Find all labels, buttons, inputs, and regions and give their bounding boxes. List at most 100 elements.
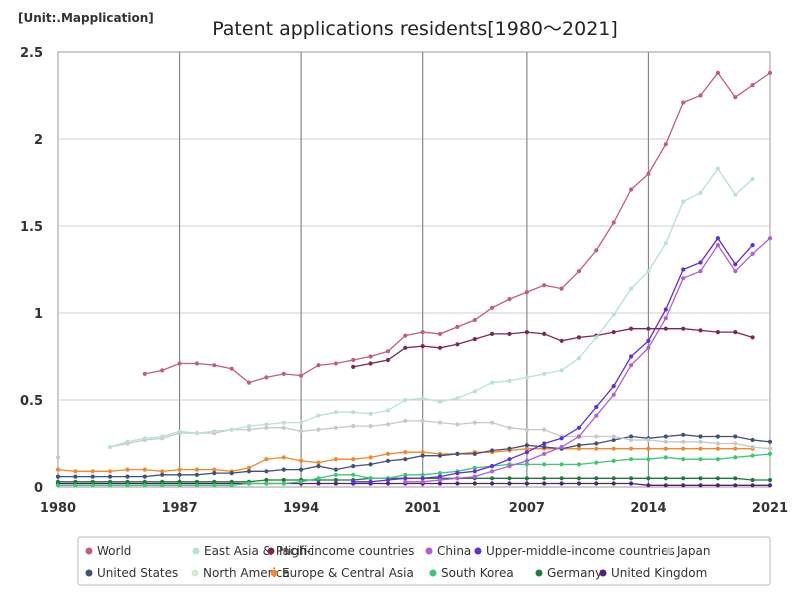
data-point — [333, 361, 338, 366]
data-point — [125, 439, 130, 444]
legend-item-china[interactable]: China — [425, 544, 472, 558]
legend-marker — [85, 569, 93, 577]
data-point — [490, 481, 495, 486]
data-point — [698, 446, 703, 451]
data-point — [750, 437, 755, 443]
data-point — [767, 446, 773, 451]
data-point — [559, 462, 564, 467]
data-point — [246, 481, 252, 486]
data-point — [559, 286, 564, 291]
legend-item-europe-central-asia[interactable]: Europe & Central Asia — [270, 566, 414, 580]
data-point — [246, 380, 252, 385]
data-point — [681, 199, 686, 204]
data-point — [160, 434, 165, 439]
legend-item-upper-middle-income-countries[interactable]: Upper-middle-income countries — [474, 544, 675, 558]
data-point — [316, 413, 321, 418]
data-point — [611, 434, 616, 439]
data-point — [750, 83, 755, 88]
data-point — [90, 474, 95, 479]
data-point — [455, 396, 460, 401]
data-point — [524, 476, 530, 481]
data-point — [750, 477, 755, 483]
data-point — [281, 467, 286, 472]
data-point — [611, 458, 616, 463]
data-point — [125, 474, 130, 479]
data-point — [576, 443, 582, 448]
data-point — [142, 479, 147, 484]
data-point — [264, 481, 269, 486]
data-point — [264, 469, 269, 474]
legend-marker — [599, 569, 607, 577]
data-point — [611, 446, 616, 451]
data-point — [437, 481, 443, 486]
data-point — [160, 472, 165, 477]
data-point — [368, 354, 373, 359]
data-point — [698, 269, 703, 274]
legend-label: North America — [203, 566, 290, 580]
data-point — [142, 474, 147, 479]
data-point — [594, 434, 599, 439]
data-point — [629, 326, 634, 331]
data-point — [663, 455, 668, 460]
legend-item-united-states[interactable]: United States — [85, 566, 179, 580]
data-point — [681, 457, 686, 462]
series-line — [353, 328, 753, 368]
data-point — [681, 476, 686, 481]
data-point — [611, 481, 616, 486]
chart-title: Patent applications residents[1980～2021] — [212, 18, 618, 40]
data-point — [472, 337, 477, 342]
legend-item-east-asia-pacific[interactable]: East Asia & Pacific — [192, 544, 314, 558]
data-point — [160, 368, 165, 373]
data-point — [559, 476, 564, 481]
data-point — [490, 305, 495, 310]
data-point — [403, 476, 408, 481]
legend-label: Europe & Central Asia — [282, 566, 414, 580]
data-point — [698, 93, 703, 98]
data-point — [55, 455, 61, 460]
data-point — [385, 477, 391, 483]
data-point — [715, 483, 721, 488]
legend-box — [77, 536, 771, 586]
legend-item-high-income-countries[interactable]: High-income countries — [267, 544, 415, 558]
series-world — [142, 70, 773, 385]
legend-item-japan[interactable]: Japan — [665, 544, 711, 558]
data-point — [246, 424, 252, 429]
data-point — [542, 331, 547, 336]
series-line — [405, 237, 771, 483]
data-point — [715, 441, 721, 446]
legend-marker — [425, 547, 433, 555]
data-point — [333, 457, 338, 462]
series-line — [58, 434, 771, 478]
data-point — [455, 422, 460, 427]
data-point — [142, 483, 147, 488]
data-point — [177, 429, 182, 434]
legend-item-germany[interactable]: Germany — [535, 566, 603, 580]
data-point — [472, 420, 477, 425]
data-point — [715, 330, 721, 335]
data-point — [437, 474, 443, 479]
data-point — [351, 479, 356, 484]
legend-item-south-korea[interactable]: South Korea — [429, 566, 514, 580]
data-point — [490, 469, 495, 474]
data-point — [611, 392, 616, 397]
data-point — [385, 451, 391, 456]
data-point — [160, 483, 165, 488]
legend-label: World — [97, 544, 131, 558]
data-point — [733, 269, 738, 274]
data-point — [455, 476, 460, 481]
legend-marker — [535, 569, 543, 577]
data-point — [73, 483, 78, 488]
data-point — [160, 469, 165, 474]
data-point — [403, 397, 408, 403]
data-point — [455, 324, 460, 329]
legend-item-north-america[interactable]: North America — [191, 566, 290, 580]
legend-marker — [85, 547, 93, 555]
legend-item-world[interactable]: World — [85, 544, 132, 558]
legend-label: China — [437, 544, 471, 558]
data-point — [750, 335, 755, 340]
data-point — [472, 465, 477, 470]
legend-item-united-kingdom[interactable]: United Kingdom — [599, 566, 708, 580]
data-point — [368, 476, 373, 481]
data-point — [698, 483, 703, 488]
